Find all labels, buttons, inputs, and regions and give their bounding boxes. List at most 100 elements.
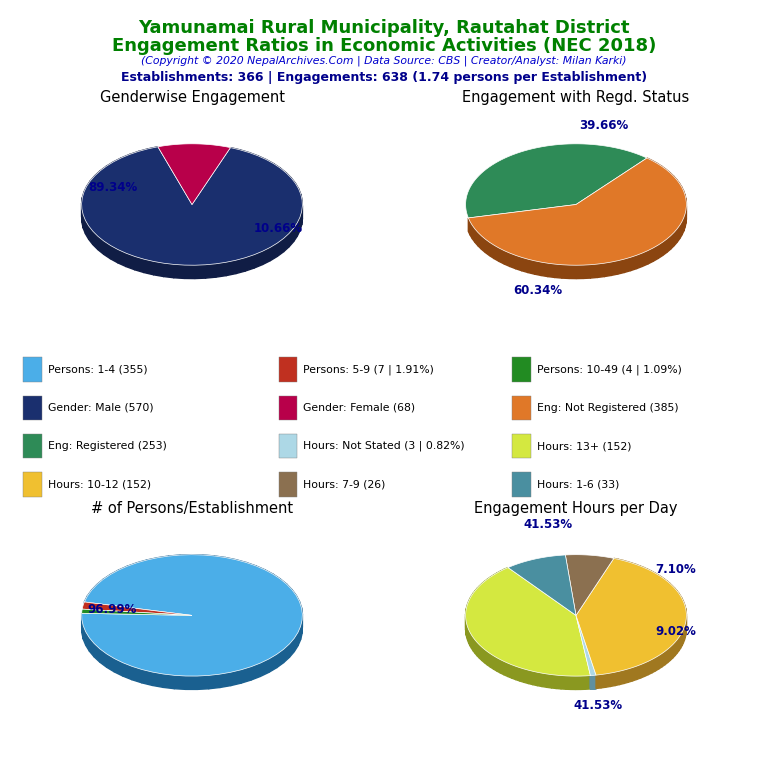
Polygon shape	[497, 571, 501, 586]
Polygon shape	[81, 554, 303, 676]
Polygon shape	[651, 571, 654, 586]
Polygon shape	[504, 661, 508, 677]
Polygon shape	[254, 251, 263, 268]
Polygon shape	[547, 674, 551, 688]
Polygon shape	[477, 643, 479, 658]
Polygon shape	[216, 263, 226, 277]
Polygon shape	[289, 228, 293, 247]
Polygon shape	[184, 265, 195, 279]
Polygon shape	[276, 650, 283, 667]
Polygon shape	[135, 257, 144, 273]
Polygon shape	[293, 223, 297, 242]
Polygon shape	[127, 563, 137, 580]
Polygon shape	[258, 156, 266, 173]
Polygon shape	[516, 256, 522, 271]
Polygon shape	[491, 654, 494, 669]
Bar	[23, 434, 41, 458]
Polygon shape	[203, 555, 214, 569]
Text: Hours: 7-9 (26): Hours: 7-9 (26)	[303, 479, 386, 490]
Polygon shape	[677, 225, 680, 242]
Polygon shape	[614, 558, 618, 573]
Title: # of Persons/Establishment: # of Persons/Establishment	[91, 501, 293, 515]
Bar	[279, 434, 297, 458]
Text: Persons: 5-9 (7 | 1.91%): Persons: 5-9 (7 | 1.91%)	[303, 364, 435, 375]
Bar	[512, 434, 531, 458]
Polygon shape	[470, 633, 472, 648]
Polygon shape	[97, 579, 103, 598]
Text: 39.66%: 39.66%	[579, 118, 628, 131]
Polygon shape	[670, 644, 673, 660]
Polygon shape	[637, 664, 641, 680]
Polygon shape	[678, 593, 680, 609]
Polygon shape	[596, 674, 601, 688]
Polygon shape	[283, 233, 289, 252]
Polygon shape	[525, 669, 528, 684]
Text: Hours: 10-12 (152): Hours: 10-12 (152)	[48, 479, 151, 490]
Polygon shape	[684, 190, 685, 208]
Polygon shape	[298, 627, 300, 646]
Text: Establishments: 366 | Engagements: 638 (1.74 persons per Establishment): Establishments: 366 | Engagements: 638 (…	[121, 71, 647, 84]
Title: Genderwise Engagement: Genderwise Engagement	[100, 90, 284, 104]
Polygon shape	[604, 262, 611, 276]
Polygon shape	[114, 659, 123, 676]
Polygon shape	[85, 220, 89, 240]
Polygon shape	[273, 574, 280, 592]
Polygon shape	[508, 664, 511, 678]
Polygon shape	[82, 620, 83, 639]
Polygon shape	[84, 187, 87, 205]
Polygon shape	[665, 649, 667, 665]
Polygon shape	[180, 554, 191, 568]
Polygon shape	[680, 184, 682, 200]
Polygon shape	[468, 630, 470, 646]
Polygon shape	[677, 591, 678, 606]
Title: Engagement Hours per Day: Engagement Hours per Day	[475, 501, 677, 515]
Text: Gender: Male (570): Gender: Male (570)	[48, 402, 153, 413]
Polygon shape	[472, 226, 475, 243]
Polygon shape	[647, 569, 651, 584]
Polygon shape	[250, 153, 258, 169]
Polygon shape	[467, 624, 468, 641]
Polygon shape	[137, 560, 147, 576]
Polygon shape	[541, 262, 548, 276]
Polygon shape	[297, 217, 300, 237]
Polygon shape	[81, 609, 192, 615]
Polygon shape	[226, 260, 236, 276]
Polygon shape	[158, 556, 169, 571]
Polygon shape	[491, 575, 494, 591]
Polygon shape	[611, 672, 615, 687]
Polygon shape	[666, 170, 670, 186]
Polygon shape	[661, 577, 664, 592]
Polygon shape	[169, 555, 180, 569]
Polygon shape	[485, 650, 488, 665]
Polygon shape	[658, 574, 661, 590]
Polygon shape	[667, 647, 670, 663]
Polygon shape	[472, 635, 473, 651]
Polygon shape	[473, 591, 475, 607]
Polygon shape	[240, 150, 250, 166]
Polygon shape	[663, 239, 667, 256]
Polygon shape	[236, 560, 246, 576]
Polygon shape	[465, 568, 591, 676]
Polygon shape	[551, 674, 556, 689]
Text: 89.34%: 89.34%	[88, 181, 137, 194]
Polygon shape	[485, 240, 490, 256]
Polygon shape	[475, 229, 478, 246]
Polygon shape	[467, 604, 468, 619]
Text: Gender: Female (68): Gender: Female (68)	[303, 402, 415, 413]
Polygon shape	[144, 260, 154, 275]
Bar	[279, 472, 297, 497]
Polygon shape	[495, 245, 499, 261]
Polygon shape	[510, 253, 516, 269]
Polygon shape	[478, 586, 480, 601]
Polygon shape	[89, 638, 94, 657]
Polygon shape	[583, 265, 591, 279]
Bar	[279, 357, 297, 382]
Polygon shape	[670, 173, 674, 190]
Polygon shape	[533, 671, 538, 686]
Polygon shape	[154, 261, 164, 276]
Polygon shape	[601, 674, 605, 688]
Polygon shape	[82, 602, 192, 615]
Polygon shape	[256, 566, 265, 583]
Polygon shape	[637, 253, 642, 269]
Polygon shape	[89, 226, 93, 245]
